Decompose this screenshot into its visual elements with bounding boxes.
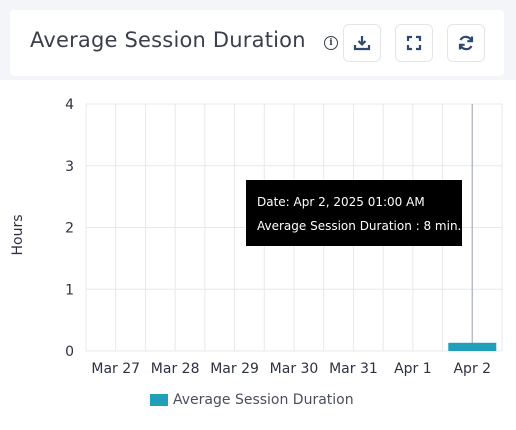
chart-header: Average Session Duration i [10, 10, 504, 76]
info-icon[interactable]: i [324, 36, 338, 50]
refresh-button[interactable] [447, 24, 485, 62]
y-tick-label: 2 [65, 221, 74, 237]
y-tick-label: 0 [65, 344, 74, 360]
x-tick-label: Mar 31 [329, 361, 378, 377]
tooltip-value: Average Session Duration : 8 min. [257, 219, 462, 233]
tooltip-date: Date: Apr 2, 2025 01:00 AM [257, 195, 425, 209]
chart-area: 0 1 2 3 4 Mar 27 Mar 28 Mar 29 Mar 30 Mar 31 Apr 1… [0, 80, 516, 430]
legend-label: Average Session Duration [173, 392, 354, 408]
download-button[interactable] [343, 24, 381, 62]
y-axis-label: Hours [10, 214, 26, 256]
x-tick-label: Mar 28 [151, 361, 200, 377]
chart-tooltip: Date: Apr 2, 2025 01:00 AM Average Sessi… [246, 180, 462, 246]
x-tick-label: Apr 1 [394, 361, 432, 377]
y-tick-label: 3 [65, 159, 74, 175]
y-tick-label: 1 [65, 282, 74, 298]
y-tick-label: 4 [65, 97, 74, 113]
fullscreen-button[interactable] [395, 24, 433, 62]
x-tick-label: Mar 27 [91, 361, 140, 377]
legend-swatch [150, 394, 168, 406]
fullscreen-icon [406, 35, 422, 51]
x-tick-label: Apr 2 [453, 361, 491, 377]
chart-canvas: 0 1 2 3 4 Mar 27 Mar 28 Mar 29 Mar 30 Mar 31 Apr 1… [65, 97, 503, 377]
x-tick-label: Mar 29 [210, 361, 259, 377]
x-tick-label: Mar 30 [270, 361, 319, 377]
download-icon [353, 36, 371, 51]
refresh-icon [458, 35, 474, 51]
chart-legend[interactable]: Average Session Duration [150, 392, 354, 408]
chart-title: Average Session Duration [30, 28, 306, 52]
bar-apr-2 [448, 342, 497, 351]
